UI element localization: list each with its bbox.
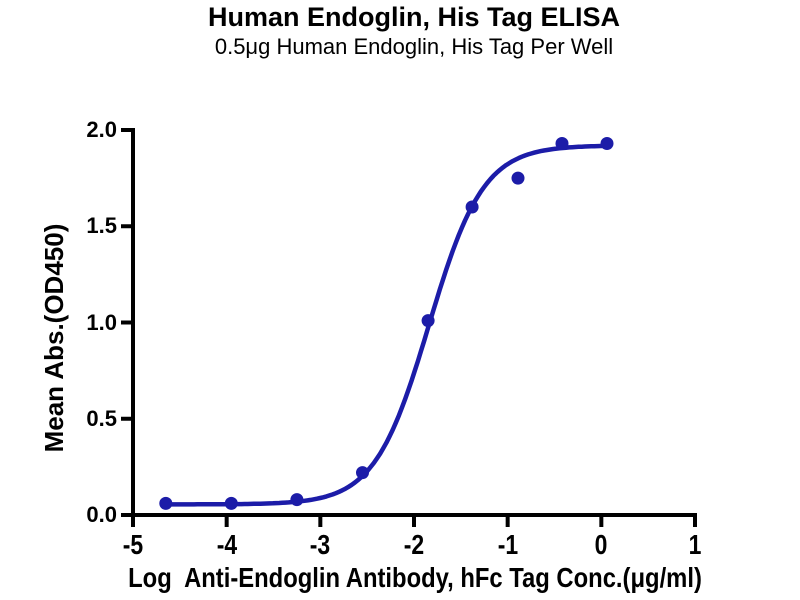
y-tick-label: 2.0 bbox=[86, 117, 117, 142]
chart-title: Human Endoglin, His Tag ELISA bbox=[207, 2, 620, 32]
chart-subtitle: 0.5μg Human Endoglin, His Tag Per Well bbox=[214, 34, 614, 59]
data-point bbox=[159, 496, 173, 510]
data-point bbox=[224, 496, 238, 510]
fit-curve bbox=[163, 143, 610, 507]
data-point bbox=[290, 493, 304, 507]
x-tick-label: -2 bbox=[403, 529, 425, 560]
x-tick-label: -3 bbox=[310, 529, 331, 560]
y-tick-label: 1.5 bbox=[86, 213, 117, 239]
x-tick-label: -1 bbox=[497, 529, 518, 560]
x-tick-label: -4 bbox=[216, 529, 237, 560]
data-point bbox=[555, 137, 569, 150]
data-point bbox=[465, 200, 479, 214]
data-point bbox=[511, 171, 525, 185]
x-axis-label: Log Anti-Endoglin Antibody, hFc Tag Conc… bbox=[128, 562, 702, 593]
y-tick-label: 0.5 bbox=[86, 405, 117, 431]
y-tick-label: 0.0 bbox=[86, 502, 117, 527]
y-tick-label: 1.0 bbox=[86, 309, 117, 335]
data-point bbox=[421, 314, 435, 328]
x-tick-label: -5 bbox=[122, 529, 144, 560]
data-point bbox=[356, 466, 369, 480]
x-tick-label: 0 bbox=[594, 529, 608, 560]
data-point bbox=[600, 137, 614, 150]
x-tick-label: 1 bbox=[688, 529, 702, 560]
